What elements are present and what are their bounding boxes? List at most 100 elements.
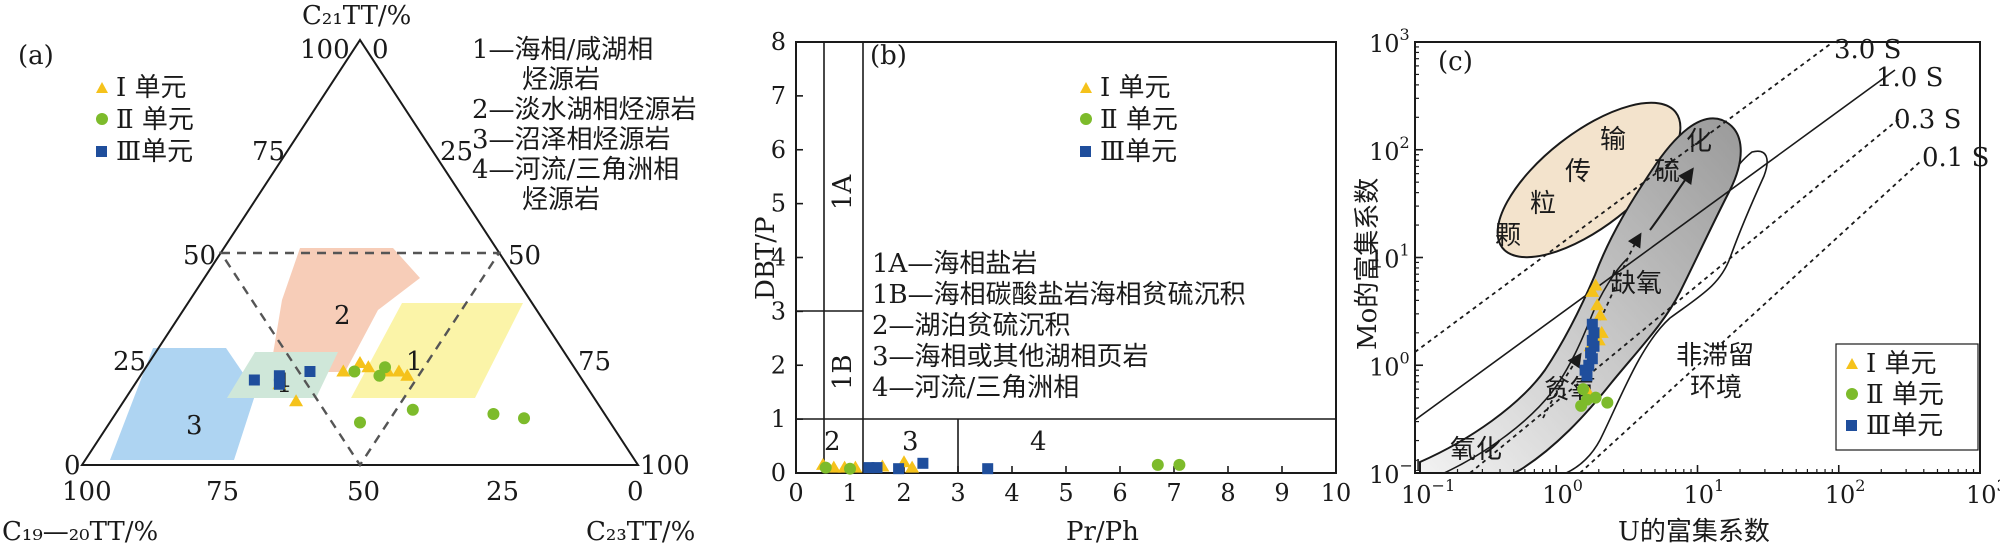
region-sulfidic bbox=[1419, 117, 1742, 473]
legend-b: Ⅰ 单元 Ⅱ 单元 Ⅲ单元 bbox=[1080, 73, 1178, 167]
note-a-3: 3—沼泽相烃源岩 bbox=[472, 125, 671, 155]
legend-c-unit3: Ⅲ单元 bbox=[1866, 411, 1943, 441]
ternary-point-unit1-5 bbox=[400, 368, 415, 381]
mo-u-point-unit2-4 bbox=[1575, 399, 1588, 412]
xtick-label-b-0: 0 bbox=[788, 479, 803, 507]
region-label-3: 3 bbox=[186, 411, 203, 441]
ytick-label-c-3: 102 bbox=[1369, 133, 1410, 166]
legend-b-unit3: Ⅲ单元 bbox=[1100, 137, 1177, 167]
mo-u-point-unit3-3 bbox=[1588, 340, 1600, 352]
bottom-tick-25: 25 bbox=[486, 477, 519, 507]
ratio-label-1-0s: 1.0 S bbox=[1876, 63, 1943, 93]
legend-c: Ⅰ 单元 Ⅱ 单元 Ⅲ单元 bbox=[1835, 343, 1979, 451]
region-1-marine-saline bbox=[351, 303, 523, 398]
ternary-point-unit2-5 bbox=[487, 408, 500, 420]
sulfide-char-1: 硫 bbox=[1654, 157, 1680, 187]
legend-a-circle-icon bbox=[96, 113, 108, 125]
ternary-point-unit3-2 bbox=[273, 370, 285, 382]
mo-u-point-unit2-0 bbox=[1577, 383, 1590, 396]
note-b-1b: 1B—海相碳酸盐岩海相贫硫沉积 bbox=[872, 280, 1246, 310]
apex-top-tick-0: 0 bbox=[372, 35, 389, 65]
ternary-point-unit3-0 bbox=[248, 374, 260, 386]
ytick-label-b-6: 6 bbox=[771, 136, 786, 164]
ternary-point-unit2-1 bbox=[373, 369, 386, 382]
left-tick-75: 75 bbox=[252, 137, 285, 167]
ytick-label-b-5: 5 bbox=[771, 190, 786, 218]
legend-c-box bbox=[1835, 343, 1979, 451]
ternary-point-unit1-4 bbox=[391, 364, 406, 377]
pr-ph-point-unit1-6 bbox=[905, 460, 920, 473]
pr-ph-point-unit3-2 bbox=[893, 463, 905, 475]
pr-ph-point-unit2-3 bbox=[1173, 458, 1186, 471]
mo-u-point-unit1-2 bbox=[1590, 298, 1605, 311]
legend-a-unit3: Ⅲ单元 bbox=[116, 137, 193, 167]
xtick-label-b-10: 10 bbox=[1321, 479, 1352, 507]
apex-top-label: C₂₁TT/% bbox=[302, 1, 411, 31]
label-oxic: 氧化 bbox=[1450, 435, 1502, 465]
ternary-panel: (a) C₂₁TT/% C₁₉—₂₀TT/% C₂₃TT/% 100 0 75 … bbox=[2, 1, 697, 547]
region-2-freshwater-lake bbox=[270, 248, 420, 372]
ratio-label-0-1s: 0.1 S bbox=[1922, 143, 1989, 173]
legend-b-unit1: Ⅰ 单元 bbox=[1100, 73, 1171, 103]
mo-u-point-unit3-0 bbox=[1586, 318, 1598, 330]
pr-ph-points bbox=[816, 455, 1186, 475]
line-0-3s bbox=[1469, 117, 1901, 473]
ratio-label-0-3s: 0.3 S bbox=[1894, 105, 1961, 135]
ytick-label-b-0: 0 bbox=[771, 459, 786, 487]
note-a-1b: 烃源岩 bbox=[522, 65, 600, 95]
ytick-label-b-8: 8 bbox=[771, 28, 786, 56]
ternary-point-unit1-7 bbox=[289, 394, 304, 407]
pr-ph-point-unit3-1 bbox=[871, 462, 883, 474]
ytick-label-c-4: 103 bbox=[1369, 25, 1410, 58]
ternary-point-unit2-2 bbox=[379, 361, 392, 374]
ylabel-b: DBT/P bbox=[751, 216, 781, 300]
ytick-label-b-4: 4 bbox=[771, 244, 786, 272]
right-tick-75: 75 bbox=[578, 347, 611, 377]
legend-a-square-icon bbox=[96, 146, 107, 157]
apex-right-label: C₂₃TT/% bbox=[586, 517, 695, 547]
legend-b-unit2: Ⅱ 单元 bbox=[1100, 105, 1178, 135]
pr-ph-point-unit2-0 bbox=[819, 461, 832, 474]
particle-char-4: 输 bbox=[1600, 125, 1626, 155]
xtick-label-b-6: 6 bbox=[1112, 479, 1127, 507]
mo-u-point-unit3-8 bbox=[1581, 370, 1593, 382]
panel-c-label: (c) bbox=[1438, 47, 1473, 77]
mo-u-point-unit3-7 bbox=[1579, 364, 1591, 376]
arrow-sulfidic bbox=[1649, 167, 1694, 231]
legend-a-triangle-icon bbox=[96, 82, 108, 93]
dashed-midpoint-triangle bbox=[218, 251, 502, 468]
right-tick-50: 50 bbox=[508, 241, 541, 271]
label-non-restricted-2: 环境 bbox=[1690, 373, 1742, 403]
xtick-label-c-3: 102 bbox=[1825, 476, 1866, 509]
ternary-point-unit2-3 bbox=[354, 416, 366, 429]
xtick-label-b-1: 1 bbox=[842, 479, 857, 507]
note-b-3: 3—海相或其他湖相页岩 bbox=[872, 342, 1149, 372]
zone-label-1a: 1A bbox=[828, 173, 858, 210]
legend-c-square-icon bbox=[1846, 420, 1857, 431]
ylabel-c: Mo的富集系数 bbox=[1353, 178, 1383, 350]
bottom-tick-75: 75 bbox=[206, 477, 239, 507]
note-a-2: 2—淡水湖相烃源岩 bbox=[472, 95, 697, 125]
arrow-suboxic bbox=[1542, 352, 1582, 419]
pr-ph-point-unit3-0 bbox=[863, 462, 875, 474]
apex-left-label: C₁₉—₂₀TT/% bbox=[2, 517, 158, 547]
mo-u-panel: 10−110−1100100101101102102103103 (c) U的富… bbox=[1353, 25, 2000, 547]
left-tick-25: 25 bbox=[113, 347, 146, 377]
zone-label-3: 3 bbox=[902, 427, 919, 457]
xtick-label-b-3: 3 bbox=[950, 479, 965, 507]
right-tick-25: 25 bbox=[440, 137, 473, 167]
mo-u-points bbox=[1575, 278, 1614, 412]
ytick-label-c-1: 100 bbox=[1369, 348, 1410, 381]
legend-b-square-icon bbox=[1080, 146, 1091, 157]
ternary-point-unit2-4 bbox=[406, 403, 419, 416]
left-tick-0: 0 bbox=[64, 451, 81, 481]
region-label-2: 2 bbox=[334, 301, 351, 331]
ytick-label-b-3: 3 bbox=[771, 297, 786, 325]
legend-c-triangle-icon bbox=[1846, 358, 1858, 369]
ytick-label-b-1: 1 bbox=[771, 405, 786, 433]
ternary-point-unit2-6 bbox=[518, 412, 531, 425]
note-b-4: 4—河流/三角洲相 bbox=[872, 373, 1079, 403]
legend-a: Ⅰ 单元 Ⅱ 单元 Ⅲ单元 bbox=[96, 73, 194, 167]
